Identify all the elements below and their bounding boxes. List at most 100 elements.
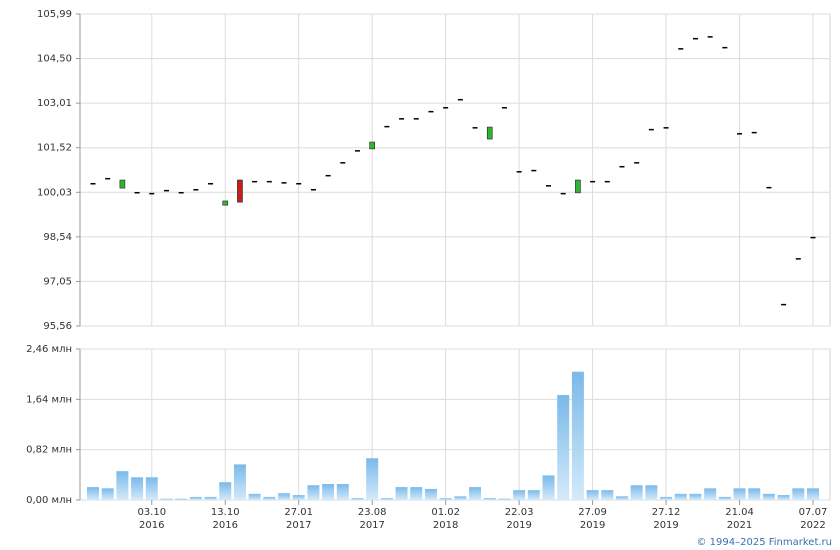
candle	[663, 127, 669, 129]
x-tick-label: 21.04	[725, 507, 754, 518]
volume-bar	[733, 488, 746, 500]
volume-bar	[762, 493, 775, 500]
volume-bar	[145, 477, 158, 500]
footer: © 1994–2025 Finmarket.ru	[696, 537, 832, 548]
candle	[178, 191, 184, 194]
candle	[252, 180, 258, 183]
candle	[457, 98, 463, 101]
candle	[619, 165, 625, 168]
candle	[340, 162, 346, 164]
volume-bar	[233, 464, 246, 500]
y-tick-label: 98,54	[43, 232, 72, 243]
volume-bar	[748, 488, 761, 500]
x-tick-label: 27.12	[652, 507, 681, 518]
candle	[560, 192, 566, 195]
volume-bar	[704, 488, 717, 500]
volume-bar	[351, 498, 364, 500]
candle	[634, 162, 640, 164]
y-tick-label: 97,05	[43, 276, 72, 287]
x-tick-label: 2019	[506, 520, 531, 531]
candle	[590, 180, 596, 183]
y-tick-label: 0,82 млн	[26, 445, 72, 456]
candle	[531, 169, 537, 172]
x-tick-label: 13.10	[211, 507, 240, 518]
y-tick-label: 0,00 млн	[26, 495, 72, 506]
candle	[810, 236, 816, 239]
x-tick-label: 2018	[433, 520, 458, 531]
candle	[722, 46, 728, 49]
candle	[546, 185, 552, 187]
volume-bar	[395, 487, 408, 500]
volume-bar	[513, 490, 526, 500]
x-tick-label: 2017	[359, 520, 384, 531]
volume-bar	[175, 498, 188, 500]
volume-bar	[469, 487, 482, 500]
x-tick-label: 07.07	[799, 507, 828, 518]
volume-bar	[586, 490, 599, 500]
y-tick-label: 2,46 млн	[26, 344, 72, 355]
x-tick-label: 2022	[800, 520, 825, 531]
candle	[766, 186, 772, 189]
candle	[384, 125, 390, 128]
volume-bar	[366, 458, 379, 500]
candle	[310, 188, 316, 191]
candle	[428, 110, 434, 113]
candle	[134, 191, 140, 194]
volume-bar	[424, 488, 437, 500]
candle	[354, 150, 360, 152]
volume-bar	[101, 488, 114, 500]
x-tick-label: 27.01	[284, 507, 313, 518]
volume-bar	[483, 498, 496, 500]
volume-bar	[557, 395, 570, 500]
candle	[266, 180, 272, 183]
x-tick-label: 2016	[213, 520, 238, 531]
candle	[163, 189, 169, 192]
candle	[296, 183, 302, 185]
volume-bar	[571, 371, 584, 500]
candle	[795, 258, 801, 260]
candle	[208, 183, 214, 185]
candle	[737, 133, 743, 135]
y-tick-label: 1,64 млн	[26, 394, 72, 405]
volume-bar	[777, 495, 790, 500]
volume-bar	[807, 488, 819, 500]
y-tick-label: 95,56	[43, 321, 72, 332]
volume-bar	[674, 493, 687, 500]
volume-bar	[542, 475, 555, 500]
volume-bar	[263, 496, 276, 500]
candle	[369, 141, 375, 150]
candle	[707, 36, 713, 38]
volume-bar	[645, 485, 658, 500]
x-tick-label: 2021	[727, 520, 752, 531]
x-tick-label: 2017	[286, 520, 311, 531]
volume-bar	[322, 484, 335, 500]
candle	[193, 188, 199, 191]
candle	[325, 174, 331, 177]
candle	[222, 200, 229, 206]
candle	[472, 127, 478, 129]
volume-bar	[601, 490, 614, 500]
volume-bar	[454, 496, 467, 500]
candle	[486, 126, 493, 140]
y-tick-label: 104,50	[37, 54, 72, 65]
x-tick-label: 01.02	[431, 507, 460, 518]
candle	[237, 179, 243, 203]
volume-bar	[718, 496, 731, 500]
x-tick-label: 23.08	[358, 507, 387, 518]
candle	[90, 183, 96, 185]
volume-bar	[219, 482, 232, 500]
candle	[105, 177, 111, 180]
candle	[413, 118, 419, 120]
y-tick-label: 100,03	[37, 187, 72, 198]
volume-bar	[615, 496, 628, 500]
volume-bar	[116, 471, 129, 500]
volume-bar	[292, 495, 305, 500]
candle	[443, 107, 449, 109]
candle	[119, 179, 126, 189]
panel-frame	[79, 348, 831, 501]
volume-bar	[689, 493, 702, 500]
volume-bar	[131, 477, 144, 500]
x-tick-label: 27.09	[578, 507, 607, 518]
candle	[501, 107, 507, 109]
